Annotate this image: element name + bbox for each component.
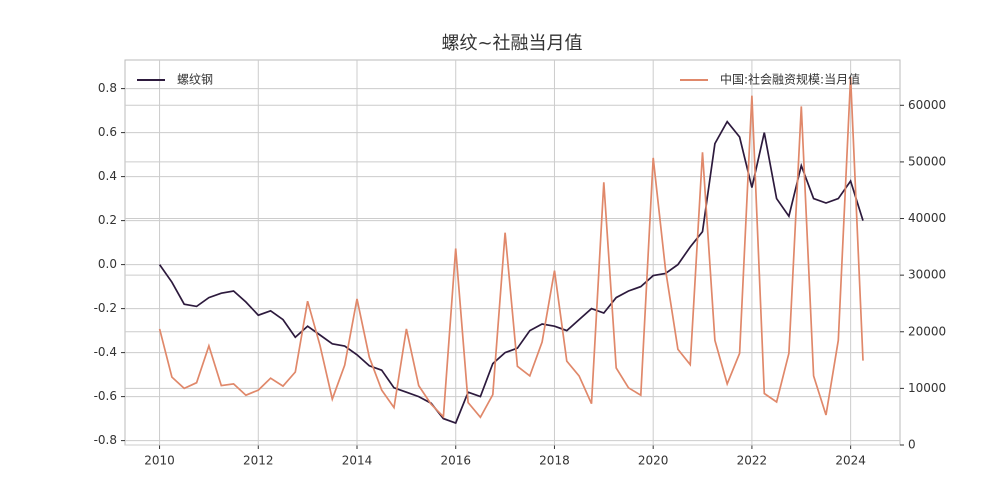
- x-tick-label: 2014: [342, 454, 373, 468]
- x-tick-label: 2012: [243, 454, 274, 468]
- x-tick-label: 2022: [737, 454, 768, 468]
- y-tick-label: -0.6: [94, 389, 117, 403]
- chart-title: 螺纹~社融当月值: [441, 33, 582, 54]
- legend-label: 中国:社会融资规模:当月值: [720, 72, 860, 87]
- y-tick-label: -0.2: [94, 301, 117, 315]
- plot-frame: [124, 59, 901, 446]
- series-line: [158, 76, 864, 419]
- y-tick-label: -0.4: [94, 345, 117, 359]
- x-tick-label: 2024: [835, 454, 866, 468]
- y2-tick-label: 50000: [908, 154, 946, 168]
- y-tick-label: 0.6: [98, 125, 117, 139]
- x-tick-label: 2020: [638, 454, 669, 468]
- x-tick-label: 2018: [539, 454, 570, 468]
- y2-tick-label: 20000: [908, 324, 946, 338]
- y2-tick-label: 10000: [908, 381, 946, 395]
- legend-label: 螺纹钢: [177, 73, 213, 87]
- y2-tick-label: 40000: [908, 211, 946, 225]
- y-tick-label: 0.2: [98, 213, 117, 227]
- y-tick-label: 0.0: [98, 257, 117, 271]
- y2-tick-label: 30000: [908, 268, 946, 282]
- x-tick-label: 2010: [144, 454, 175, 468]
- y2-tick-label: 0: [908, 438, 916, 452]
- x-tick-label: 2016: [440, 454, 471, 468]
- y-tick-label: 0.8: [98, 81, 117, 95]
- y2-tick-label: 60000: [908, 98, 946, 112]
- y-tick-label: -0.8: [94, 433, 117, 447]
- series-line: [158, 120, 864, 425]
- y-tick-label: 0.4: [98, 169, 117, 183]
